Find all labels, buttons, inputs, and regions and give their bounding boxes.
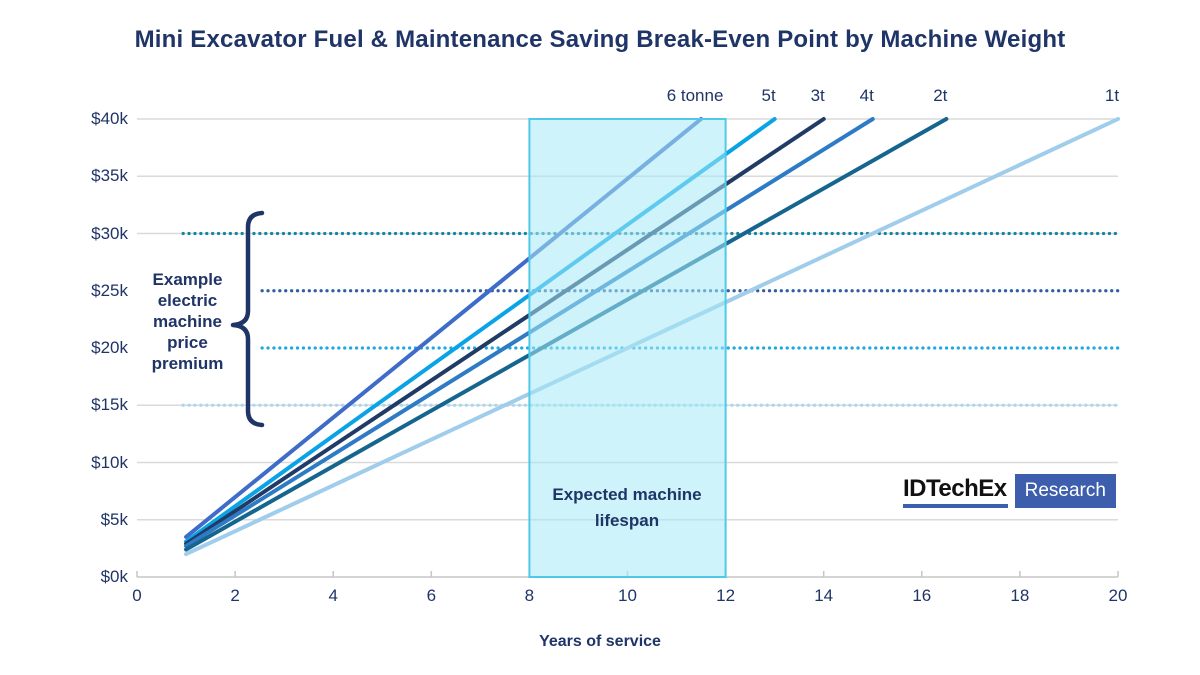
- y-tick-label-0k: $0k: [100, 567, 128, 586]
- y-tick-label-40k: $40k: [91, 109, 128, 128]
- y-tick-label-15k: $15k: [91, 395, 128, 415]
- x-tick-label-4: 4: [328, 586, 338, 605]
- series-label-1t: 1t: [1104, 86, 1120, 105]
- y-tick-label-5k: $5k: [100, 509, 128, 529]
- series-label-4t: 4t: [859, 86, 874, 105]
- series-line-3t: [184, 117, 826, 546]
- x-tick-label-12: 12: [716, 586, 736, 605]
- chart-title: Mini Excavator Fuel & Maintenance Saving…: [134, 26, 1066, 53]
- y-tick-label-30k: $30k: [91, 223, 128, 243]
- x-axis-title: Years of service: [539, 633, 661, 650]
- x-tick-label-14: 14: [814, 586, 834, 605]
- lifespan-band-border: [528, 118, 727, 578]
- x-tick-label-20: 20: [1108, 586, 1128, 605]
- x-tick-label-18: 18: [1010, 586, 1030, 605]
- y-tick-label-25k: $25k: [91, 280, 128, 300]
- x-tick-label-10: 10: [618, 586, 637, 605]
- price-premium-annotation: Example electric machine price premium: [151, 270, 224, 373]
- series-label-6-tonne: 6 tonne: [666, 86, 724, 105]
- x-tick-label-8: 8: [524, 586, 535, 605]
- idtechex-logo: IDTechEx Research: [903, 474, 1116, 508]
- x-tick-label-6: 6: [426, 586, 437, 605]
- x-tick-label-0: 0: [132, 586, 142, 605]
- y-tick-label-35k: $35k: [91, 166, 128, 186]
- x-tick-label-16: 16: [912, 586, 932, 605]
- lifespan-band: [529, 119, 726, 577]
- series-label-3t: 3t: [810, 86, 825, 105]
- y-tick-label-20k: $20k: [91, 338, 128, 357]
- lifespan-annotation: Expected machine lifespan: [552, 485, 702, 530]
- x-tick-label-2: 2: [230, 586, 240, 605]
- y-tick-label-10k: $10k: [91, 452, 128, 472]
- logo-brand-text: IDTechEx: [903, 474, 1008, 508]
- series-label-2t: 2t: [933, 86, 948, 105]
- logo-research-badge: Research: [1014, 474, 1116, 508]
- price-premium-brace: [230, 210, 265, 428]
- series-label-5t: 5t: [761, 86, 776, 105]
